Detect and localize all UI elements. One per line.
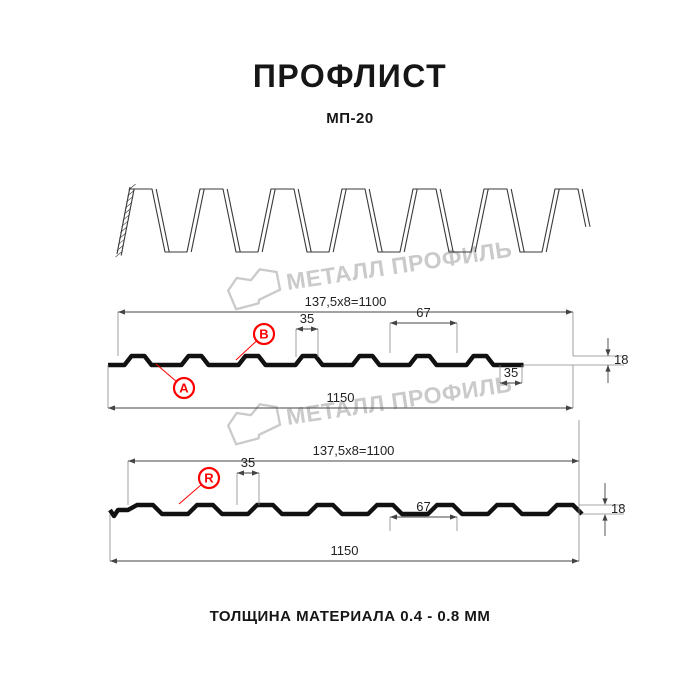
- svg-text:18: 18: [611, 501, 625, 516]
- svg-text:18: 18: [614, 352, 628, 367]
- svg-text:B: B: [259, 327, 268, 342]
- svg-text:67: 67: [416, 305, 430, 320]
- svg-text:35: 35: [300, 311, 314, 326]
- svg-text:A: A: [179, 381, 189, 396]
- svg-text:МЕТАЛЛ ПРОФИЛЬ: МЕТАЛЛ ПРОФИЛЬ: [285, 236, 514, 295]
- svg-text:1150: 1150: [331, 543, 359, 558]
- svg-text:1150: 1150: [327, 390, 355, 405]
- svg-text:МЕТАЛЛ ПРОФИЛЬ: МЕТАЛЛ ПРОФИЛЬ: [285, 371, 514, 430]
- svg-text:35: 35: [504, 365, 518, 380]
- svg-text:67: 67: [416, 499, 430, 514]
- svg-text:137,5x8=1100: 137,5x8=1100: [313, 443, 395, 458]
- svg-text:137,5x8=1100: 137,5x8=1100: [305, 294, 387, 309]
- svg-text:35: 35: [241, 455, 255, 470]
- svg-text:R: R: [204, 471, 214, 486]
